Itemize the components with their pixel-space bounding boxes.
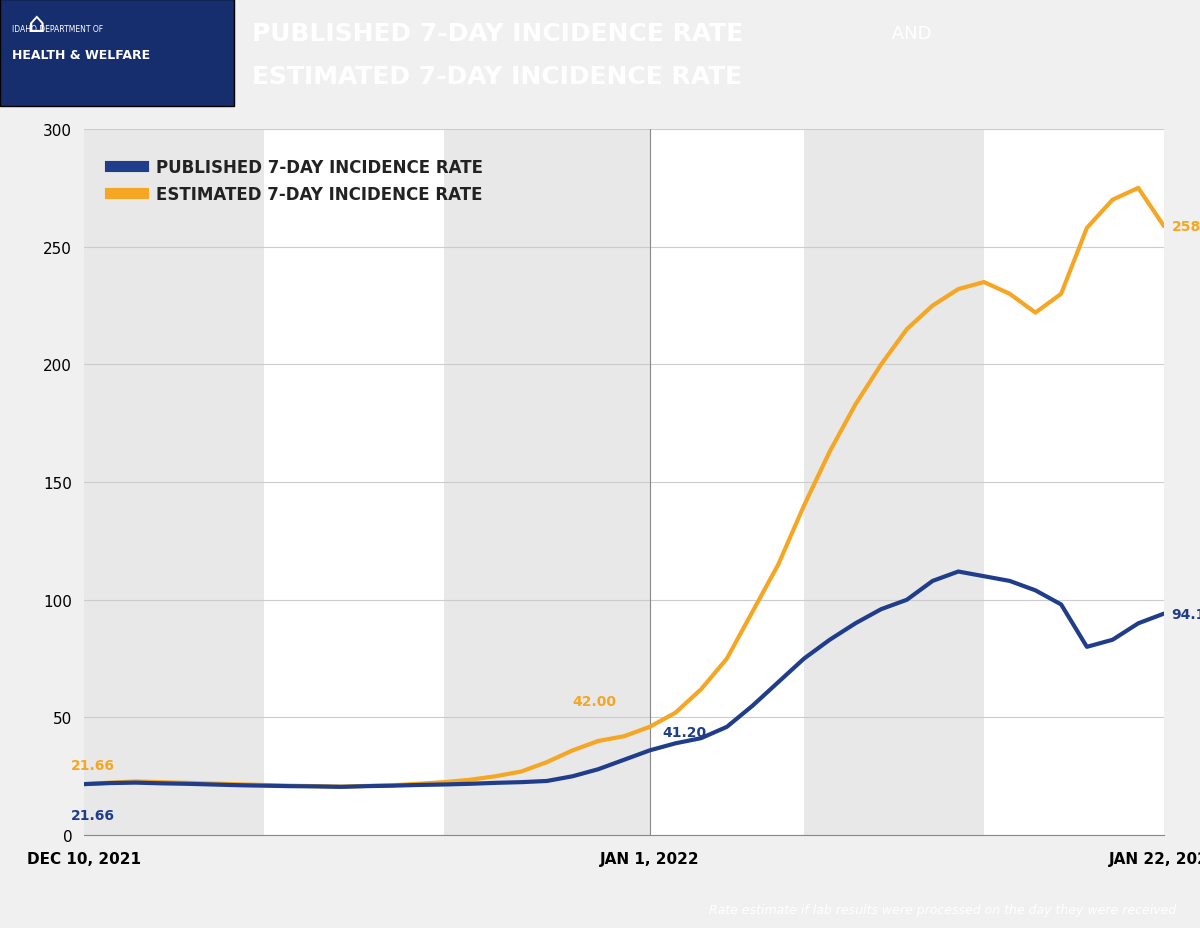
Text: AND: AND xyxy=(886,25,931,43)
Legend: PUBLISHED 7-DAY INCIDENCE RATE, ESTIMATED 7-DAY INCIDENCE RATE: PUBLISHED 7-DAY INCIDENCE RATE, ESTIMATE… xyxy=(103,152,490,210)
Text: Rate estimate if lab results were processed on the day they were received: Rate estimate if lab results were proces… xyxy=(709,903,1176,916)
Bar xyxy=(444,130,649,835)
Text: 258.74: 258.74 xyxy=(1171,220,1200,234)
FancyBboxPatch shape xyxy=(0,0,234,107)
Text: 94.12: 94.12 xyxy=(1171,607,1200,621)
Text: 21.66: 21.66 xyxy=(71,807,115,822)
Bar xyxy=(84,130,264,835)
Text: 21.66: 21.66 xyxy=(71,758,115,772)
Text: ESTIMATED 7-DAY INCIDENCE RATE: ESTIMATED 7-DAY INCIDENCE RATE xyxy=(252,65,742,89)
Text: 41.20: 41.20 xyxy=(662,725,707,739)
Text: IDAHO DEPARTMENT OF: IDAHO DEPARTMENT OF xyxy=(12,25,103,34)
Text: PUBLISHED 7-DAY INCIDENCE RATE: PUBLISHED 7-DAY INCIDENCE RATE xyxy=(252,22,743,46)
Text: HEALTH & WELFARE: HEALTH & WELFARE xyxy=(12,49,150,62)
Text: 42.00: 42.00 xyxy=(572,694,617,708)
Bar xyxy=(804,130,984,835)
Text: ⌂: ⌂ xyxy=(28,9,46,37)
